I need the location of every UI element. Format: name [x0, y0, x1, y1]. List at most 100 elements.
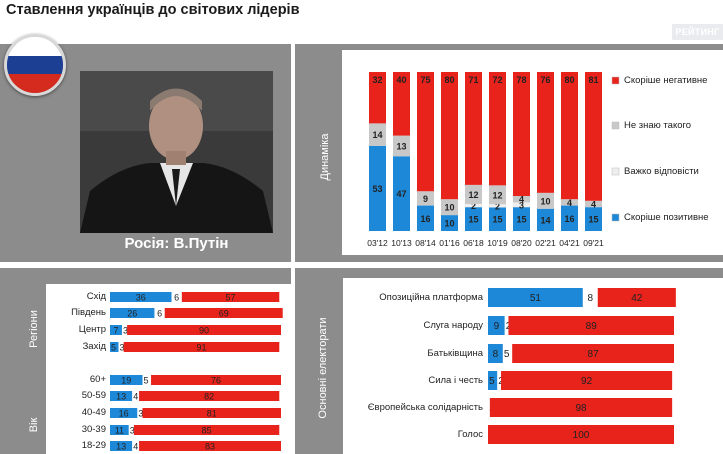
region-bar-positive [110, 292, 172, 302]
legend-label: Скоріше позитивне [624, 212, 709, 223]
dynamics-value-label: 4 [591, 199, 596, 209]
age-value-label: 16 [119, 409, 129, 419]
region-value-label: 26 [127, 309, 137, 319]
electorate-value-label: 51 [530, 293, 542, 304]
region-value-label: 3 [120, 343, 125, 353]
dynamics-value-label: 76 [540, 75, 550, 85]
dynamics-value-label: 15 [516, 215, 526, 225]
age-value-label: 13 [116, 442, 126, 452]
legend-swatch [611, 121, 620, 130]
region-bar-negative [181, 292, 280, 302]
dynamics-value-label: 15 [468, 215, 478, 225]
dynamics-bar-04'21-dontknow [561, 199, 578, 206]
dynamics-x-tick: 09'21 [583, 238, 604, 248]
dynamics-value-label: 47 [396, 189, 406, 199]
dynamics-value-label: 13 [396, 141, 406, 151]
dynamics-x-tick: 08'20 [511, 238, 532, 248]
electorate-bar-negative [488, 425, 674, 444]
region-category-label: Захід [82, 341, 106, 352]
electorate-bar-dontknow [504, 316, 509, 335]
dynamics-bar-08'20-hard [513, 202, 530, 208]
dynamics-bar-10'19-negative [489, 72, 506, 186]
dynamics-bar-08'14-negative [417, 72, 434, 192]
dynamics-bar-02'21-positive [537, 208, 554, 231]
electorate-category-label: Слуга народу [423, 319, 483, 331]
dynamics-value-label: 2 [495, 201, 500, 211]
age-category-label: 50-59 [81, 390, 106, 401]
region-bar-negative [123, 342, 280, 352]
dynamics-bar-06'18-positive [465, 207, 482, 231]
dynamics-bar-06'18-dontknow [465, 184, 482, 204]
region-value-label: 6 [157, 309, 162, 319]
electorate-bar-positive [488, 316, 505, 335]
region-value-label: 7 [113, 326, 118, 336]
age-bar-negative [151, 375, 281, 385]
age-category-label: 30-39 [81, 424, 106, 435]
region-bar-dontknow [154, 308, 165, 318]
dynamics-value-label: 78 [516, 75, 526, 85]
electorate-category-label: Голос [457, 428, 483, 440]
region-value-label: 36 [136, 293, 146, 303]
leader-caption: Росія: В.Путін [124, 235, 229, 252]
electorate-category-label: Опозиційна платформа [379, 291, 483, 303]
dynamics-value-label: 2 [471, 201, 476, 211]
age-bar-dontknow [132, 441, 140, 451]
dynamics-bar-09'21-dontknow [585, 200, 602, 208]
electorates-chart-area [343, 278, 723, 454]
region-value-label: 91 [196, 343, 206, 353]
age-value-label: 85 [202, 426, 212, 436]
dynamics-x-tick: 10'19 [487, 238, 508, 248]
dynamics-value-label: 80 [564, 75, 574, 85]
dynamics-x-tick: 02'21 [535, 238, 556, 248]
age-value-label: 19 [121, 376, 131, 386]
age-bar-negative [139, 391, 280, 401]
dynamics-bar-08'14-dontknow [417, 191, 434, 206]
dynamics-value-label: 14 [540, 215, 550, 225]
age-value-label: 4 [133, 392, 138, 402]
dynamics-bar-10'19-positive [489, 207, 506, 231]
dynamics-bar-01'16-dontknow [441, 199, 458, 216]
dynamics-value-label: 81 [588, 75, 598, 85]
age-bar-positive [110, 375, 143, 385]
legend-label: Скоріше негативне [624, 75, 707, 86]
age-bar-negative [142, 408, 281, 418]
age-value-label: 81 [207, 409, 217, 419]
dynamics-bar-01'16-negative [441, 72, 458, 200]
dynamics-x-tick: 08'14 [415, 238, 436, 248]
electorate-value-label: 8 [588, 293, 594, 304]
dynamics-bar-04'21-negative [561, 72, 578, 200]
electorates-side-label: Основні електорати [317, 317, 329, 419]
dynamics-bar-06'18-negative [465, 72, 482, 185]
region-bar-positive [110, 325, 122, 335]
russia-flag-icon [4, 34, 66, 96]
age-value-label: 3 [130, 426, 135, 436]
electorate-value-label: 5 [489, 376, 495, 387]
age-value-label: 82 [204, 392, 214, 402]
electorate-bar-positive [488, 371, 498, 390]
age-bar-positive [110, 408, 138, 418]
age-value-label: 4 [133, 442, 138, 452]
dynamics-bar-10'19-dontknow [489, 185, 506, 205]
dynamics-value-label: 12 [468, 190, 478, 200]
legend-swatch [611, 167, 620, 176]
age-bar-positive [110, 425, 129, 435]
region-category-label: Центр [78, 324, 106, 335]
age-value-label: 76 [211, 376, 221, 386]
region-value-label: 3 [123, 326, 128, 336]
dynamics-value-label: 10 [444, 219, 454, 229]
region-bar-dontknow [118, 342, 124, 352]
region-bar-dontknow [121, 325, 128, 335]
age-category-label: 18-29 [81, 440, 106, 451]
dynamics-value-label: 16 [420, 214, 430, 224]
dynamics-value-label: 12 [492, 190, 502, 200]
electorate-bar-dontknow [582, 288, 598, 307]
region-value-label: 6 [174, 293, 179, 303]
electorate-category-label: Батьківщина [427, 347, 483, 359]
age-bar-dontknow [142, 375, 152, 385]
dynamics-bar-03'12-negative [369, 72, 386, 124]
electorate-value-label: 98 [575, 403, 587, 414]
electorate-value-label: 8 [493, 349, 499, 360]
dynamics-value-label: 75 [420, 75, 430, 85]
electorate-bar-dontknow [497, 371, 502, 390]
leader-photo [80, 71, 273, 233]
